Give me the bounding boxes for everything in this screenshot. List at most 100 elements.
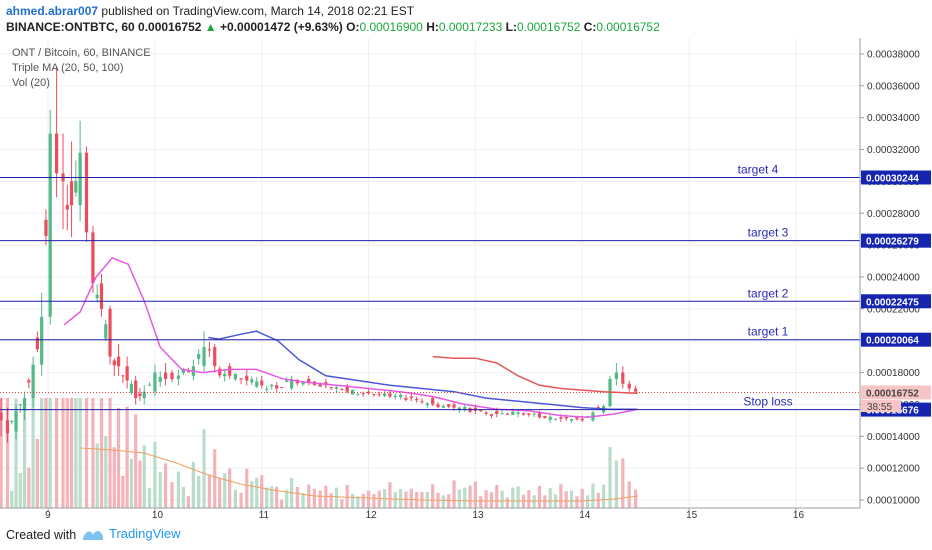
candle-body — [153, 372, 157, 392]
candle-body — [329, 387, 333, 389]
volume-bar — [27, 467, 31, 508]
candle-body — [345, 385, 349, 392]
time-tick-label: 9 — [45, 510, 51, 520]
volume-bar — [228, 468, 232, 508]
price-chart[interactable]: target 4 target 3 target 2 target 1 Stop los… — [0, 38, 932, 520]
candle-body — [27, 380, 31, 383]
volume-bar — [334, 487, 339, 508]
price-tick-label: 0.00028000 — [867, 209, 920, 220]
close-value: 0.00016752 — [596, 20, 660, 34]
volume-bar — [340, 499, 344, 508]
volume-bar — [147, 488, 152, 508]
candle-body — [265, 388, 269, 390]
volume-bar — [138, 460, 142, 508]
countdown-text: 38:55 — [867, 402, 892, 413]
candle-body — [285, 380, 289, 382]
candle-body — [99, 283, 104, 309]
candle-body — [366, 391, 371, 394]
candle-body — [0, 412, 3, 421]
volume-bar — [239, 492, 243, 508]
volume-bar — [377, 490, 381, 508]
candle-body — [95, 294, 99, 299]
candle-body — [307, 378, 311, 383]
volume-bar — [295, 487, 299, 508]
volume-bar — [452, 480, 456, 508]
level-name: target 1 — [748, 325, 789, 339]
last-price-text: 0.00016752 — [866, 388, 919, 399]
author-link[interactable]: ahmed.abrar007 — [6, 4, 99, 18]
volume-bar — [473, 481, 478, 508]
tradingview-brand[interactable]: TradingView — [82, 526, 181, 541]
volume-bar — [312, 488, 317, 508]
volume-bar — [260, 475, 264, 508]
candle-body — [84, 152, 89, 233]
volume-bar — [55, 398, 59, 508]
volume-bar — [591, 483, 595, 508]
candle-body — [431, 398, 435, 405]
candle-body — [415, 398, 419, 401]
price-tick-label: 0.00018000 — [867, 368, 920, 379]
volume-bar — [608, 447, 612, 508]
volume-bar — [170, 482, 174, 508]
candle-body — [621, 372, 625, 384]
volume-bar — [245, 468, 249, 508]
countdown-badge — [861, 400, 901, 413]
candle-body — [228, 366, 232, 376]
candle-body — [489, 414, 494, 416]
price-tick-label: 0.00022000 — [867, 304, 920, 315]
published-text: published on TradingView.com, March 14, … — [101, 4, 415, 18]
ma100-line — [432, 355, 638, 395]
candle-body — [463, 406, 467, 411]
candle-body — [163, 372, 168, 379]
time-tick-label: 13 — [472, 510, 484, 520]
candle-body — [377, 394, 381, 396]
candle-body — [382, 393, 387, 396]
volume-bar — [181, 487, 185, 508]
candle-body — [147, 384, 152, 386]
candle-body — [14, 410, 18, 432]
volume-bar — [361, 494, 365, 508]
candle-body — [425, 403, 429, 406]
target-levels: target 4 target 3 target 2 target 1 Stop los… — [0, 163, 860, 411]
candle-body — [532, 413, 536, 415]
candles — [0, 66, 638, 443]
volume-bar — [463, 487, 467, 508]
volume-bar — [489, 492, 494, 508]
last-price-text: 0.00016752 — [138, 20, 202, 34]
ma50-line — [208, 330, 638, 410]
candle-body — [213, 347, 217, 367]
candle-body — [116, 356, 121, 367]
candle-body — [543, 416, 547, 419]
volume-bar — [569, 490, 574, 508]
candle-body — [275, 385, 279, 389]
candle-body — [301, 382, 305, 385]
volume-bar — [84, 398, 89, 508]
volume-bar — [91, 398, 95, 508]
candle-body — [634, 388, 638, 392]
price-axis: 0.000100000.000120000.000140000.00016000… — [860, 49, 920, 507]
candle-body — [31, 364, 35, 399]
candle-body — [290, 378, 294, 389]
candle-body — [479, 409, 483, 412]
volume-bar — [537, 485, 542, 508]
volume-bar — [585, 495, 590, 508]
candle-body — [548, 416, 552, 420]
volume-bar — [527, 490, 531, 508]
volume-bar — [580, 488, 584, 508]
level-price-badge — [861, 332, 931, 347]
candle-body — [158, 376, 162, 382]
publish-line: ahmed.abrar007 published on TradingView.… — [6, 4, 414, 18]
candle-body — [176, 375, 181, 379]
price-tick-label: 0.00034000 — [867, 113, 920, 124]
low-value: 0.00016752 — [516, 20, 581, 34]
volume-bar — [134, 414, 138, 508]
candle-body — [372, 393, 376, 395]
volume-bar — [213, 449, 217, 508]
candle-body — [334, 387, 339, 389]
candle-body — [239, 378, 243, 380]
level-name: Stop loss — [743, 395, 792, 409]
volume-bar — [388, 482, 392, 508]
volume-bar — [153, 441, 157, 508]
volume-bar — [99, 398, 104, 508]
candle-body — [318, 383, 322, 387]
